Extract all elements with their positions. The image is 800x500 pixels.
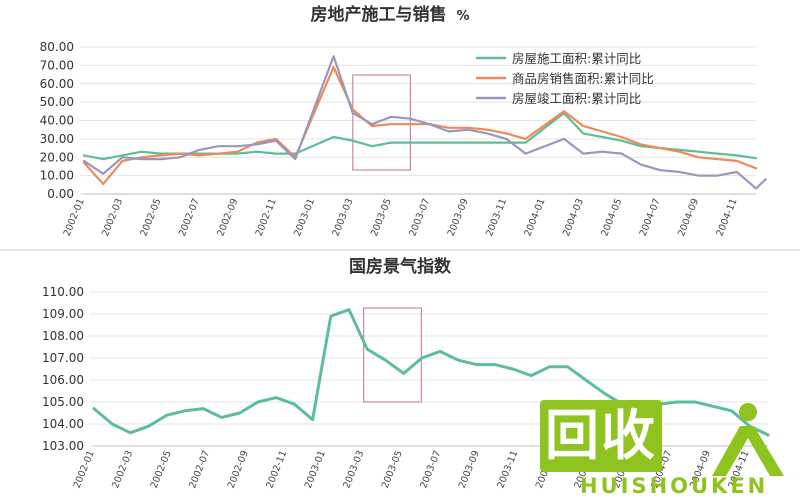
x-tick-label: 2003-05 [380,449,405,490]
series-line-3 [82,55,767,190]
chart-construction-sales: 房地产施工与销售 % 80.00 70.00 60.00 50.00 40.00 30.00 2… [40,4,767,238]
x-tick-label: 2002-05 [149,449,174,490]
x-tick-label: 2004-05 [599,197,624,238]
x-tick-label: 2002-11 [254,197,279,238]
x-tick-label: 2002-07 [177,197,202,238]
person-icon [712,403,784,476]
y-tick-label: 0.00 [47,187,74,201]
y-tick-label: 103.00 [42,439,84,453]
chart-title-unit: % [456,9,469,24]
y-tick-label: 50.00 [40,95,74,109]
x-tick-label: 2003-07 [418,449,443,490]
y-tick-label: 10.00 [40,169,74,183]
x-tick-label: 2004-11 [715,197,740,238]
x-tick-label: 2002-07 [187,449,212,490]
x-tick-label: 2004-09 [676,197,701,238]
y-tick-label: 30.00 [40,132,74,146]
y-tick-label: 80.00 [40,40,74,54]
x-tick-label: 2002-03 [100,197,125,238]
series-line-2 [82,66,758,185]
legend-label-1: 房屋施工面积:累计同比 [512,51,641,66]
x-tick-label: 2003-11 [484,197,509,238]
x-tick-label: 2003-11 [495,449,520,490]
x-tick-label: 2003-05 [369,197,394,238]
chart-title: 房地产施工与销售% [310,4,469,25]
y-tick-label: 40.00 [40,114,74,128]
watermark-logo: 回收 HUISHOUKEN [540,398,795,498]
x-tick-label: 2003-09 [457,449,482,490]
x-tick-label: 2003-03 [341,449,366,490]
y-tick-label: 106.00 [42,373,84,387]
chart-title: 国房景气指数 [349,256,452,277]
highlight-box [363,307,422,403]
y-tick-label: 104.00 [42,417,84,431]
y-tick-label: 108.00 [42,329,84,343]
x-tick-label: 2002-09 [226,449,251,490]
watermark-text: HUISHOUKEN [580,474,769,498]
x-tick-label: 2003-01 [303,449,328,490]
highlight-box [352,74,411,171]
x-tick-label: 2003-01 [292,197,317,238]
x-tick-label: 2003-07 [407,197,432,238]
y-tick-label: 60.00 [40,77,74,91]
y-tick-label: 107.00 [42,351,84,365]
y-tick-label: 109.00 [42,307,84,321]
x-tick-label: 2002-09 [215,197,240,238]
legend-label-3: 房屋竣工面积:累计同比 [512,91,641,106]
y-tick-label: 70.00 [40,58,74,72]
watermark-mark: 回收 [540,400,662,472]
y-tick-label: 105.00 [42,395,84,409]
x-tick-label: 2002-01 [62,197,87,238]
x-tick-label: 2002-03 [110,449,135,490]
x-tick-label: 2002-11 [264,449,289,490]
chart-title-text: 房地产施工与销售 [310,4,446,25]
x-tick-label: 2004-03 [561,197,586,238]
legend-label-2: 商品房销售面积:累计同比 [512,71,654,86]
x-tick-label: 2003-03 [331,197,356,238]
x-tick-label: 2002-01 [72,449,97,490]
y-tick-label: 20.00 [40,150,74,164]
x-tick-label: 2004-07 [638,197,663,238]
y-tick-label: 110.00 [42,285,84,299]
x-tick-label: 2004-01 [523,197,548,238]
chart-title-text: 国房景气指数 [349,256,452,277]
x-tick-label: 2003-09 [446,197,471,238]
x-tick-label: 2002-05 [139,197,164,238]
